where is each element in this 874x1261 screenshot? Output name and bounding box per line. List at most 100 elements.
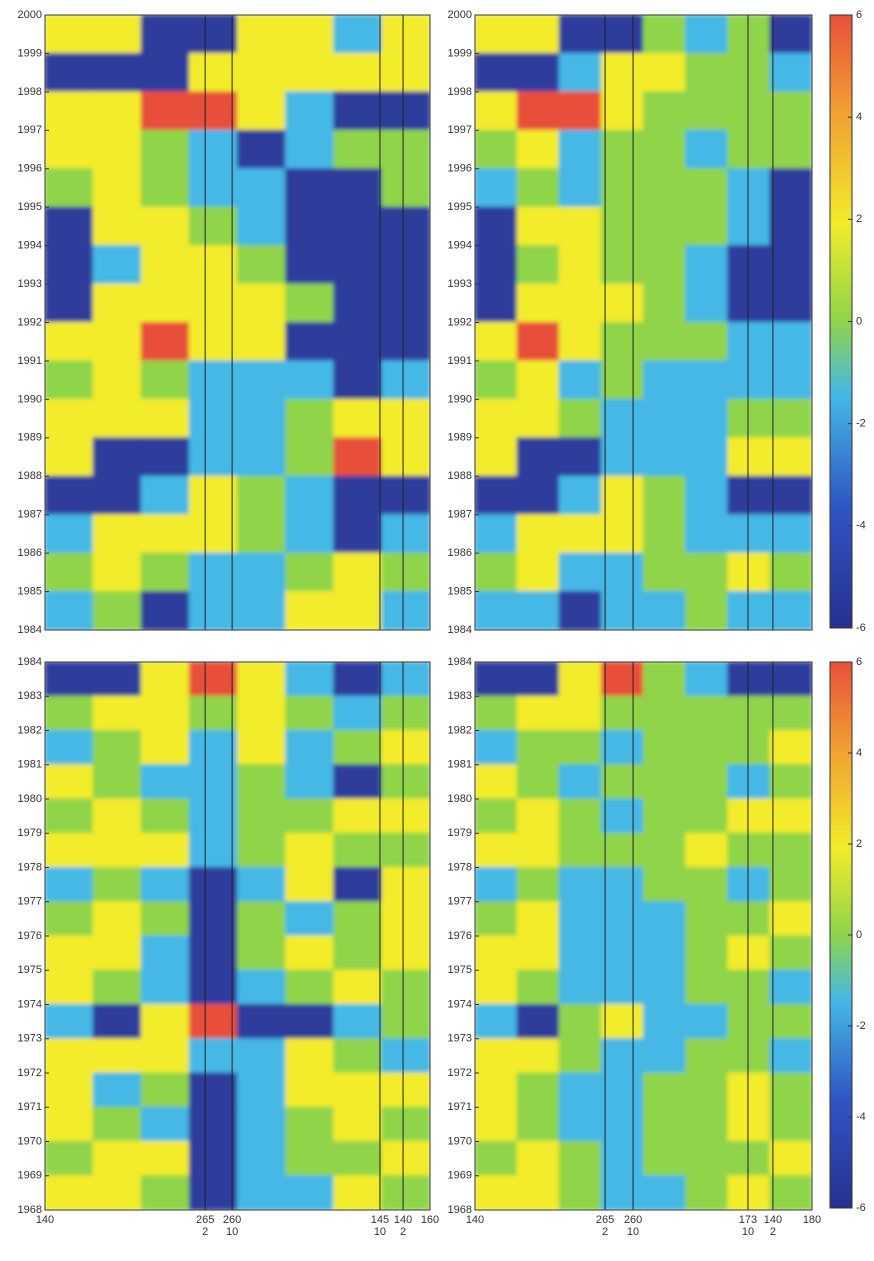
cell (517, 168, 560, 207)
cell (769, 591, 812, 630)
cell (189, 15, 238, 54)
cell (643, 207, 686, 246)
x-tick-label: 140 (466, 1214, 484, 1226)
cell (141, 936, 190, 971)
y-tick-label: 1984 (18, 656, 42, 668)
x-tick-label: 265 (196, 1214, 214, 1226)
cell (517, 1038, 560, 1073)
cell (727, 591, 770, 630)
y-tick-label: 1973 (18, 1033, 42, 1045)
y-tick-label: 1994 (448, 240, 472, 252)
cell (559, 1004, 602, 1039)
cell (643, 833, 686, 868)
y-tick-label: 1970 (18, 1135, 42, 1147)
cell (559, 764, 602, 799)
cell (189, 1038, 238, 1073)
cell (559, 696, 602, 731)
cell (727, 936, 770, 971)
cell (475, 662, 518, 697)
y-tick-label: 1991 (448, 355, 472, 367)
cell (769, 437, 812, 476)
x-tick-label: 10 (627, 1226, 639, 1238)
cell (685, 360, 728, 399)
cell (559, 662, 602, 697)
cell (601, 591, 644, 630)
cell (93, 970, 142, 1005)
cell (93, 53, 142, 92)
cell (141, 360, 190, 399)
y-tick-label: 1970 (448, 1135, 472, 1147)
cell (45, 696, 94, 731)
cell (45, 399, 94, 438)
colorbar-tick-label: 4 (856, 111, 862, 123)
cell (769, 1141, 812, 1176)
cell (189, 514, 238, 553)
cell (517, 696, 560, 731)
cell (559, 730, 602, 765)
cell (45, 1038, 94, 1073)
y-tick-label: 1982 (18, 724, 42, 736)
cell (559, 168, 602, 207)
cell (517, 53, 560, 92)
heatmap (475, 15, 813, 631)
cell (601, 15, 644, 54)
cell (285, 284, 334, 323)
cell (381, 91, 430, 130)
cell (643, 901, 686, 936)
cell (237, 91, 286, 130)
cell (727, 399, 770, 438)
cell (643, 553, 686, 592)
cell (141, 901, 190, 936)
cell (517, 1004, 560, 1039)
cell (517, 591, 560, 630)
cell (285, 168, 334, 207)
x-tick-label: 145 (371, 1214, 389, 1226)
cell (559, 1141, 602, 1176)
cell (237, 730, 286, 765)
cell (333, 15, 382, 54)
cell (643, 245, 686, 284)
cell (285, 130, 334, 169)
cell (189, 1107, 238, 1142)
cell (685, 696, 728, 731)
y-tick-label: 1984 (448, 624, 472, 636)
cell (189, 284, 238, 323)
cell (333, 168, 382, 207)
cell (285, 322, 334, 361)
colorbar-tick-label: 6 (856, 9, 862, 21)
cell (475, 1141, 518, 1176)
cell (333, 1073, 382, 1108)
cell (381, 360, 430, 399)
cell (475, 15, 518, 54)
cell (643, 476, 686, 515)
cell (559, 245, 602, 284)
cell (237, 696, 286, 731)
cell (475, 322, 518, 361)
cell (727, 207, 770, 246)
cell (769, 901, 812, 936)
cell (601, 322, 644, 361)
cell (45, 970, 94, 1005)
cell (333, 207, 382, 246)
y-tick-label: 1987 (18, 509, 42, 521)
y-tick-label: 1976 (18, 930, 42, 942)
cell (45, 168, 94, 207)
cell (93, 1107, 142, 1142)
cell (237, 764, 286, 799)
cell (381, 1038, 430, 1073)
cell (189, 168, 238, 207)
cell (685, 1073, 728, 1108)
cell (769, 284, 812, 323)
cell (333, 970, 382, 1005)
cell (381, 322, 430, 361)
cell (333, 91, 382, 130)
y-tick-label: 1995 (18, 201, 42, 213)
cell (381, 514, 430, 553)
cell (381, 1004, 430, 1039)
cell (285, 833, 334, 868)
cell (769, 168, 812, 207)
cell (333, 130, 382, 169)
y-tick-label: 1984 (18, 624, 42, 636)
cell (93, 91, 142, 130)
cell (333, 730, 382, 765)
